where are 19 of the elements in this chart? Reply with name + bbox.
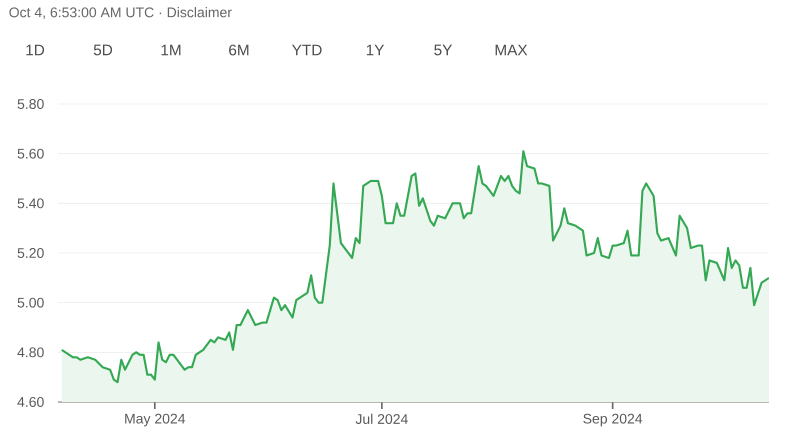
text: YTD (292, 44, 322, 56)
text: 1M (162, 44, 180, 56)
x-tick-label: Jul 2024 (356, 414, 408, 424)
x-tick-label: Sep 2024 (583, 414, 642, 426)
text: 6M (229, 44, 248, 56)
text: 1D (26, 44, 44, 56)
y-tick-label: 5.80 (18, 99, 44, 109)
text: 5Y (434, 44, 452, 56)
y-tick-label: 5.40 (18, 198, 44, 208)
text: 5D (94, 44, 112, 56)
y-tick-label: 4.60 (17, 397, 44, 407)
text: 1Y (366, 44, 384, 56)
y-tick-label: 5.60 (18, 148, 44, 159)
chart-subtitle: Oct 4, 6:53:00 AM UTC · Disclaimer (9, 7, 232, 19)
y-tick-label: 5.00 (18, 298, 44, 308)
text: MAX (496, 44, 528, 56)
y-tick-label: 5.20 (18, 248, 44, 258)
x-tick-label: May 2024 (125, 414, 186, 426)
y-tick-label: 4.80 (17, 347, 44, 358)
